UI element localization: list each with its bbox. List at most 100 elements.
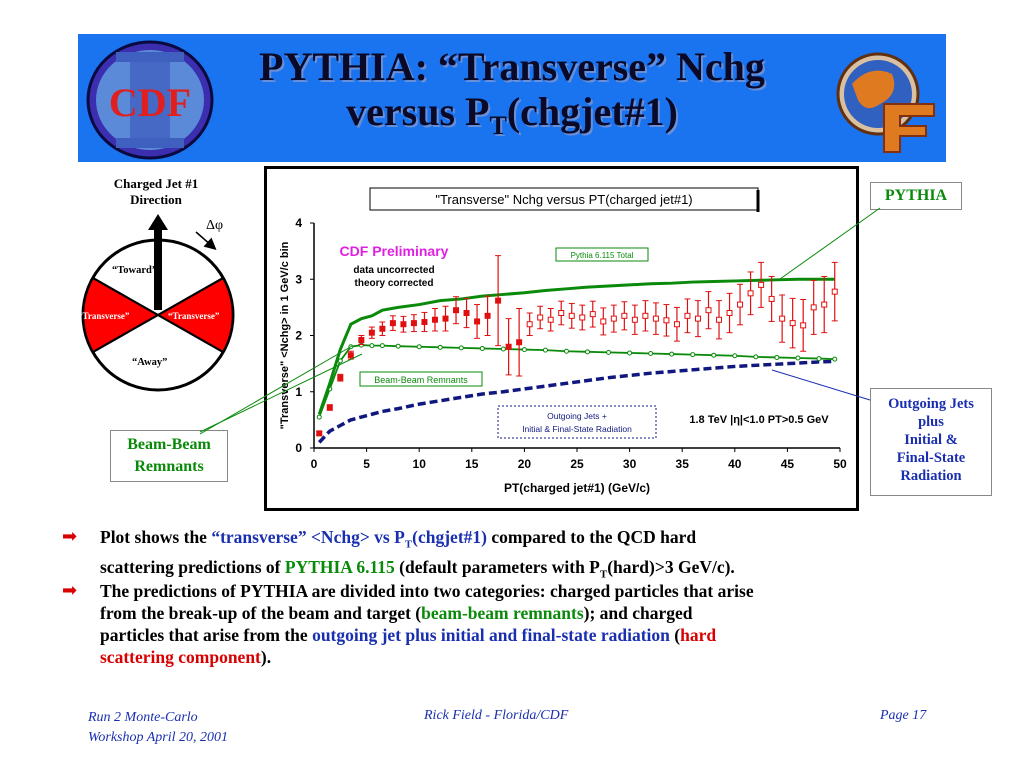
bbr-point [774,354,780,360]
bullet-1: Plot shows the “transverse” <Nchg> vs PT… [100,526,960,585]
y-axis-label: "Transverse" <Nchg> in 1 GeV/c bin [279,241,291,429]
data-point [326,404,333,411]
b2-h: hard [680,625,717,645]
footer-left-line2: Workshop April 20, 2001 [88,730,229,745]
away-label: “Away” [132,357,168,368]
data-point [453,307,460,314]
transverse-region-right [155,276,234,354]
b1-g-sub: T [599,568,608,580]
data-point [442,315,449,322]
data-point [579,314,586,321]
outgoing-line-3: Initial & [904,432,958,448]
x-tick-label: 0 [311,457,318,471]
b1-h: (hard)>3 GeV/c). [607,556,735,577]
title-versus: versus P [346,89,490,134]
data-point [705,307,712,314]
pythia-total-label: Pythia 6.115 Total [571,251,634,260]
delta-phi-arrow [195,231,217,250]
b1-e: scattering predictions of [100,556,285,577]
wedge-caption-line2: Direction [130,192,182,207]
bbr-point [500,346,506,352]
bbr-point [369,343,375,349]
data-point [758,281,765,288]
bbr-line-1: Beam-Beam [127,436,211,453]
x-tick-label: 50 [833,457,847,471]
title-line-1: PYTHIA: “Transverse” Nchg [259,44,765,89]
data-point [716,316,723,323]
y-tick-label: 1 [295,385,302,399]
delta-phi-label: Δφ [206,218,224,233]
bbr-point [479,345,485,351]
data-point [747,290,754,297]
bbr-box [359,371,483,387]
bbr-point [816,356,822,362]
b2-e: particles that arise from the [100,625,313,645]
b2-a: The predictions of PYTHIA are divided in… [100,581,754,601]
data-point [379,325,386,332]
data-point [610,315,617,322]
data-point [389,320,396,327]
bullet-arrow-icon-2: ➡ [62,580,78,601]
data-point [431,316,438,323]
bbr-line-2: Remnants [134,458,204,475]
b1-b-text: “transverse” <Nchg> vs P [211,527,405,547]
transverse-label-right: “Transverse” [168,311,220,321]
data-point [316,430,323,437]
chart-title: "Transverse" Nchg versus PT(charged jet#… [435,192,692,207]
bbr-point [648,351,654,356]
bbr-point [832,356,838,362]
data-point [547,316,554,323]
toward-label: “Toward” [112,265,158,276]
bbr-point [563,348,569,354]
b1-g: (default parameters with P [394,556,600,577]
data-point [368,329,375,336]
b2-i: scattering component [100,647,261,667]
data-point [337,374,344,381]
b2-j: ). [260,647,272,667]
b2-c: beam-beam remnants [421,603,584,623]
preliminary-label: CDF Preliminary [340,243,449,259]
transverse-region-left [82,276,161,354]
bbr-point [395,343,401,349]
uf-logo [836,52,935,153]
cdf-logo: CDF [86,40,214,160]
data-point [526,321,533,328]
data-point [495,297,502,304]
data-point [652,315,659,322]
data-point [821,301,828,308]
y-tick-label: 2 [295,329,302,343]
data-point [694,315,701,322]
slide-title: PYTHIA: “Transverse” Nchg versus PT(chgj… [150,44,874,148]
uncorrected-label: data uncorrected [353,265,434,276]
data-point [358,337,365,343]
b1-a: Plot shows the [100,527,212,547]
footer-left-line1: Run 2 Monte-Carlo [88,710,198,725]
data-point [347,352,354,359]
footer-center: Rick Field - Florida/CDF [424,708,569,723]
footer-page-number: Page 17 [880,708,927,723]
bbr-point [379,343,385,349]
b2-b: from the break-up of the beam and target… [100,603,422,623]
y-tick-label: 0 [295,441,302,455]
region-diagram [81,214,235,392]
data-point [558,310,565,316]
data-point [737,301,744,308]
bbr-point [542,347,548,353]
b1-b: “transverse” <Nchg> vs PT(chgjet#1) [211,527,487,551]
data-point [568,312,575,319]
data-point [516,339,523,346]
bbr-label: Beam-Beam Remnants [374,375,468,385]
outgoing-jets-callout: Outgoing Jets plus Initial & Final-State… [870,388,992,496]
data-point [726,310,733,316]
data-point [484,312,491,319]
chart: 0 5 10 15 20 25 30 35 40 45 50 0 1 2 3 4 PT(charged jet#… [279,187,847,495]
bbr-point [585,349,591,355]
data-point [810,304,817,311]
data-point [400,321,407,328]
b1-c: (chgjet#1) [412,527,487,547]
wedge-caption: Charged Jet #1 Direction [100,176,212,208]
bbr-point [627,350,633,356]
b1-b-sub: T [404,538,413,551]
data-point [621,312,628,319]
